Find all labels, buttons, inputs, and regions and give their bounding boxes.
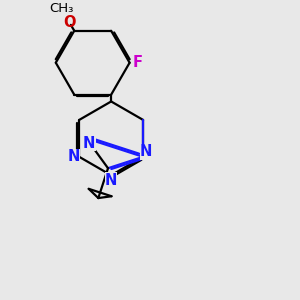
Text: O: O <box>63 15 76 30</box>
Text: N: N <box>105 172 117 188</box>
Text: N: N <box>140 145 152 160</box>
Text: N: N <box>67 149 80 164</box>
Text: CH₃: CH₃ <box>49 2 73 15</box>
Text: F: F <box>132 55 142 70</box>
Text: N: N <box>83 136 95 151</box>
